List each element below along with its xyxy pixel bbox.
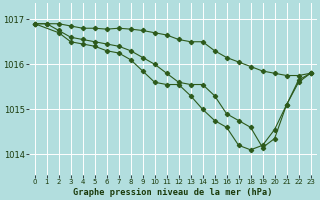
- X-axis label: Graphe pression niveau de la mer (hPa): Graphe pression niveau de la mer (hPa): [73, 188, 272, 197]
